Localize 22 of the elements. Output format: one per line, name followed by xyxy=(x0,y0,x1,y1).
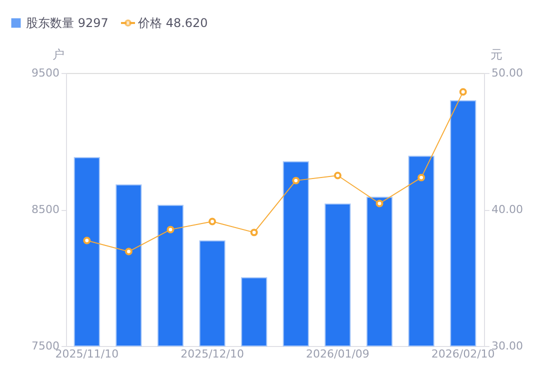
y-tick-label: 9500 xyxy=(32,66,60,80)
x-tick-label: 2025/12/10 xyxy=(180,348,244,360)
y2-tick-label: 50.00 xyxy=(492,66,523,80)
y-tick-label: 8500 xyxy=(32,203,60,216)
legend-label: 股东数量 9297 xyxy=(26,16,108,30)
point xyxy=(250,228,258,236)
point xyxy=(124,248,132,256)
point xyxy=(208,218,216,226)
point xyxy=(292,176,300,184)
point xyxy=(376,200,384,208)
x-tick-label: 2026/01/09 xyxy=(306,348,370,360)
y2-axis-title: 元 xyxy=(490,48,502,62)
point xyxy=(83,236,91,244)
point xyxy=(418,174,426,182)
point xyxy=(166,226,174,234)
x-tick-label: 2026/02/10 xyxy=(431,348,495,360)
point xyxy=(334,172,342,180)
legend-label: 价格 48.620 xyxy=(137,16,208,30)
y-axis-title: 户 xyxy=(52,48,64,62)
y-tick-label: 7500 xyxy=(32,340,60,352)
y2-tick-label: 40.00 xyxy=(492,203,523,216)
point xyxy=(459,88,467,96)
